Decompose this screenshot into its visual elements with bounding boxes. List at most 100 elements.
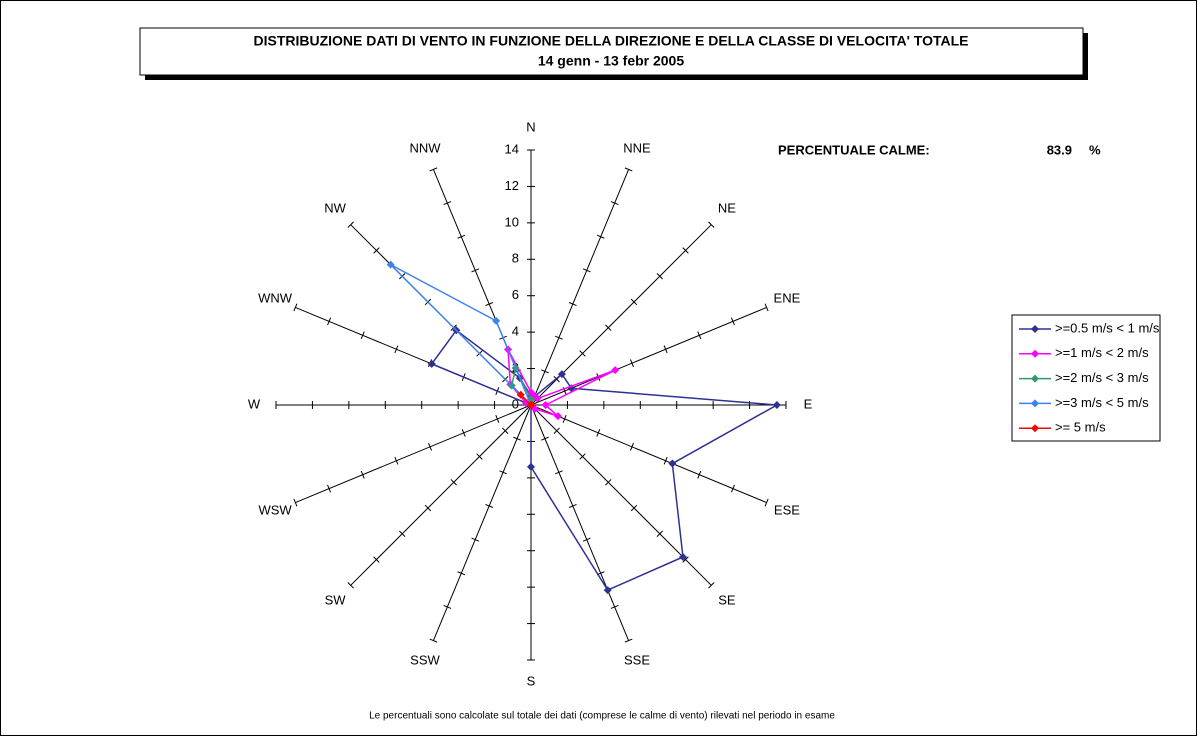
tick-mark bbox=[629, 359, 634, 368]
data-point bbox=[492, 316, 501, 325]
category-label: NE bbox=[718, 201, 736, 216]
tick-mark bbox=[429, 638, 438, 643]
tick-mark bbox=[553, 427, 560, 434]
data-point bbox=[557, 370, 566, 379]
tick-mark bbox=[327, 317, 332, 326]
r-tick-label: 12 bbox=[505, 178, 519, 193]
tick-mark bbox=[682, 556, 689, 563]
tick-mark bbox=[764, 303, 769, 312]
series-line bbox=[390, 263, 532, 406]
tick-mark bbox=[730, 317, 735, 326]
tick-mark bbox=[605, 479, 612, 486]
tick-mark bbox=[293, 498, 298, 507]
tick-mark bbox=[568, 302, 577, 307]
category-label: W bbox=[248, 396, 261, 411]
tick-mark bbox=[624, 638, 633, 643]
legend-label: >=0.5 m/s < 1 m/s bbox=[1055, 320, 1160, 335]
calm-label: PERCENTUALE CALME: bbox=[778, 142, 930, 157]
category-label: WNW bbox=[258, 290, 293, 305]
tick-mark bbox=[347, 582, 354, 589]
tick-mark bbox=[471, 537, 480, 542]
data-point bbox=[541, 401, 550, 409]
tick-mark bbox=[513, 436, 521, 441]
tick-mark bbox=[399, 530, 406, 537]
r-tick-label: 14 bbox=[505, 141, 519, 156]
tick-mark bbox=[708, 221, 715, 228]
tick-mark bbox=[373, 556, 380, 563]
tick-mark bbox=[373, 247, 380, 254]
tick-mark bbox=[347, 221, 354, 228]
data-point bbox=[772, 401, 781, 409]
tick-mark bbox=[582, 268, 591, 273]
tick-mark bbox=[630, 298, 638, 306]
tick-mark bbox=[697, 470, 702, 479]
category-label: NW bbox=[324, 201, 346, 216]
tick-mark bbox=[730, 484, 735, 493]
data-point bbox=[527, 462, 535, 471]
tick-mark bbox=[629, 442, 634, 451]
tick-mark bbox=[554, 470, 563, 475]
spoke bbox=[530, 169, 630, 406]
category-label: SSW bbox=[410, 652, 440, 667]
tick-mark bbox=[764, 498, 769, 507]
tick-mark bbox=[697, 331, 702, 340]
r-tick-label: 10 bbox=[505, 214, 519, 229]
category-label: SE bbox=[718, 592, 736, 607]
tick-mark bbox=[394, 345, 399, 354]
category-label: WSW bbox=[258, 502, 292, 517]
chart-subtitle: 14 genn - 13 febr 2005 bbox=[538, 53, 685, 69]
r-tick-label: 8 bbox=[512, 251, 519, 266]
category-label: NNW bbox=[409, 141, 441, 156]
tick-mark bbox=[360, 470, 365, 479]
category-label: SW bbox=[325, 592, 347, 607]
legend-label: >= 5 m/s bbox=[1055, 420, 1106, 435]
data-point bbox=[527, 401, 535, 409]
tick-mark bbox=[656, 530, 663, 537]
legend-label: >=2 m/s < 3 m/s bbox=[1055, 370, 1149, 385]
tick-mark bbox=[605, 324, 612, 331]
tick-mark bbox=[582, 537, 591, 542]
tick-mark bbox=[568, 503, 577, 508]
category-label: SSE bbox=[624, 652, 650, 667]
tick-mark bbox=[293, 303, 298, 312]
calm-value: 83.9 bbox=[1047, 142, 1072, 157]
spoke bbox=[350, 404, 532, 586]
legend-marker bbox=[1031, 325, 1039, 333]
title-box bbox=[139, 27, 1084, 76]
tick-mark bbox=[663, 345, 668, 354]
tick-mark bbox=[485, 503, 494, 508]
r-tick-label: 4 bbox=[512, 324, 519, 339]
tick-mark bbox=[579, 350, 586, 357]
tick-mark bbox=[663, 456, 668, 465]
legend-marker bbox=[1031, 399, 1039, 408]
legend-label: >=1 m/s < 2 m/s bbox=[1055, 345, 1149, 360]
tick-mark bbox=[541, 369, 549, 374]
tick-mark bbox=[476, 453, 483, 460]
tick-mark bbox=[424, 504, 432, 512]
data-point bbox=[386, 260, 395, 269]
tick-mark bbox=[485, 302, 494, 307]
tick-mark bbox=[596, 234, 605, 239]
spoke bbox=[432, 404, 532, 641]
tick-mark bbox=[457, 234, 466, 239]
tick-mark bbox=[394, 456, 399, 465]
tick-mark bbox=[610, 604, 619, 609]
tick-mark bbox=[682, 247, 689, 254]
tick-mark bbox=[656, 273, 663, 280]
calm-unit: % bbox=[1089, 142, 1101, 157]
data-point bbox=[668, 459, 677, 468]
data-point bbox=[427, 359, 436, 368]
tick-mark bbox=[554, 335, 563, 340]
legend-marker bbox=[1031, 424, 1039, 433]
tick-mark bbox=[596, 428, 601, 437]
tick-mark bbox=[360, 331, 365, 340]
data-point bbox=[553, 412, 562, 421]
tick-mark bbox=[562, 415, 567, 423]
category-label: E bbox=[804, 396, 813, 411]
tick-mark bbox=[596, 373, 601, 382]
tick-mark bbox=[624, 167, 633, 172]
spoke bbox=[530, 404, 630, 641]
category-label: NNE bbox=[623, 141, 651, 156]
